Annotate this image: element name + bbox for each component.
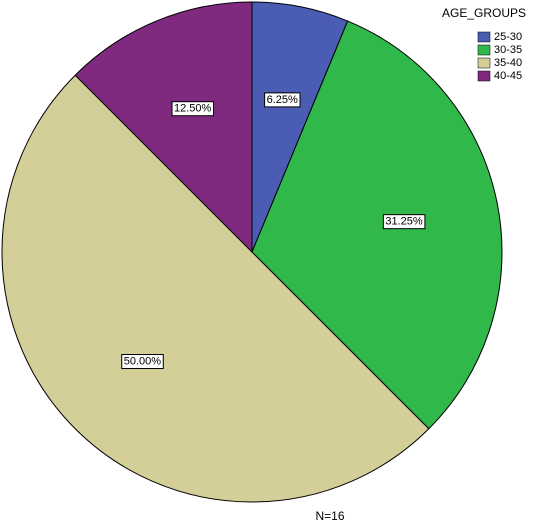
data-label: 12.50% xyxy=(174,103,212,115)
label-box xyxy=(382,214,426,230)
pie-slice xyxy=(251,20,503,430)
legend-swatch xyxy=(477,70,491,82)
note: N=16 xyxy=(315,509,344,523)
legend-swatch xyxy=(477,57,491,69)
legend-label: 35-40 xyxy=(494,57,522,69)
legend-label: 25-30 xyxy=(494,31,522,43)
data-label: 50.00% xyxy=(124,356,162,368)
label-box xyxy=(171,101,215,117)
pie-slice xyxy=(74,1,253,254)
label-box xyxy=(121,354,164,370)
pie-slice xyxy=(1,74,430,503)
legend-label: 40-45 xyxy=(494,70,522,82)
legend-swatch xyxy=(477,31,491,43)
legend-swatch xyxy=(477,44,491,56)
label-box xyxy=(264,92,301,108)
data-label: 31.25% xyxy=(385,216,423,228)
data-label: 6.25% xyxy=(267,94,298,106)
legend-label: 30-35 xyxy=(494,44,522,56)
legend-title: AGE_GROUPS xyxy=(442,6,526,20)
